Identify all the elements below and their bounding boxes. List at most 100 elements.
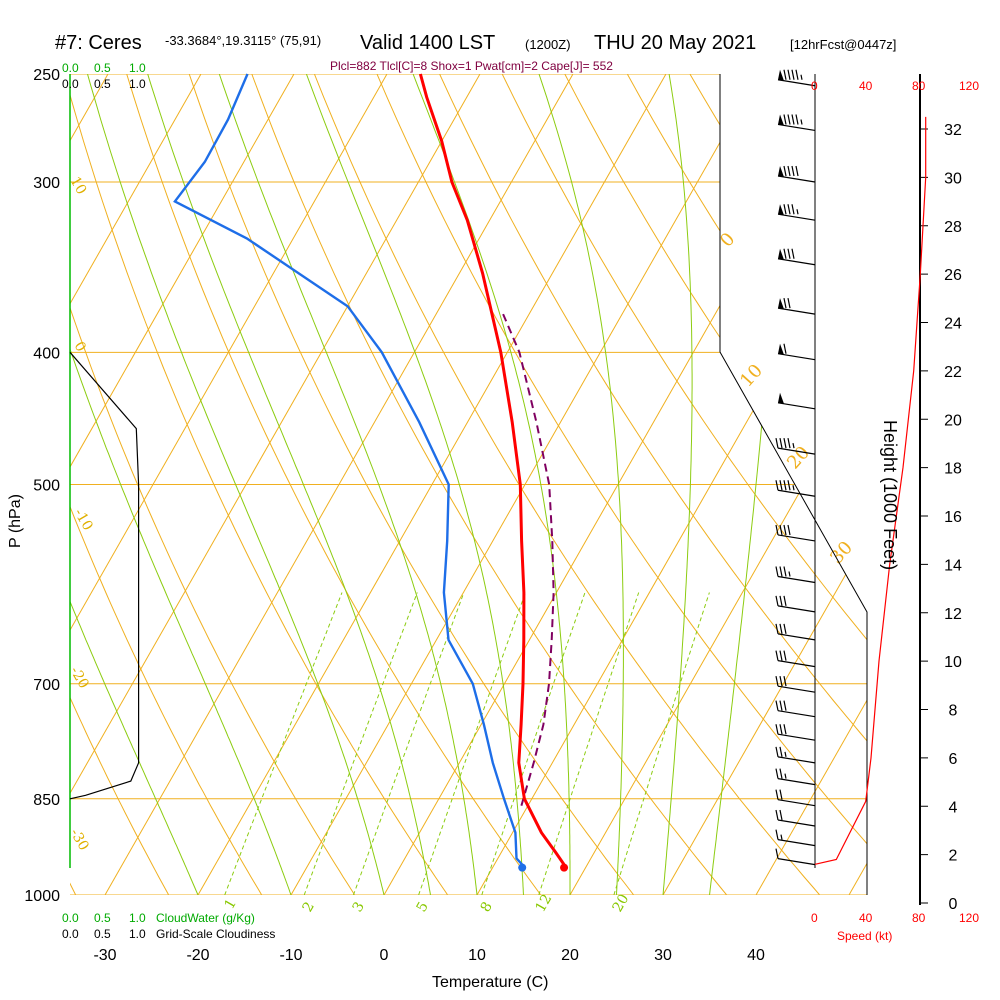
wind-barb-flag bbox=[787, 165, 791, 177]
wind-barb bbox=[775, 829, 816, 847]
wind-barb bbox=[775, 809, 816, 827]
zulu-time: (1200Z) bbox=[525, 37, 571, 52]
wind-barb bbox=[775, 524, 816, 542]
forecast-label: [12hrFcst@0447z] bbox=[790, 37, 896, 52]
wind-barb-flag bbox=[795, 114, 799, 125]
grid-layer bbox=[0, 74, 1000, 895]
wind-barb-shaft bbox=[777, 79, 816, 87]
diagram-boundary bbox=[719, 74, 868, 895]
height-tick-label: 8 bbox=[949, 703, 958, 720]
pressure-tick-label: 850 bbox=[33, 792, 60, 809]
mixing-ratio-label: 8 bbox=[478, 899, 496, 915]
wind-barb bbox=[775, 848, 816, 866]
wind-barb-shaft bbox=[777, 353, 816, 361]
temperature-tick-label: -10 bbox=[279, 947, 302, 964]
wind-barb-pennant bbox=[778, 248, 784, 260]
wind-barb-pennant bbox=[778, 343, 784, 355]
wind-barb-flag bbox=[783, 595, 787, 607]
wind-barb-flag bbox=[775, 524, 779, 536]
temperature-tick-label: 30 bbox=[654, 947, 672, 964]
wind-barb-shaft bbox=[777, 685, 816, 693]
wind-barb-flag bbox=[795, 165, 799, 177]
temperature-ticks: -30 -20 -10 0 10 20 30 40 bbox=[93, 947, 765, 964]
cloudiness-label: Grid-Scale Cloudiness bbox=[156, 927, 275, 941]
temperature-tick-label: 20 bbox=[561, 947, 579, 964]
wind-barb-flag bbox=[779, 809, 783, 821]
bottom-cl-tick-1: 0.5 bbox=[94, 927, 111, 941]
wind-barb bbox=[775, 650, 816, 668]
wind-barb-flag bbox=[787, 114, 791, 125]
pressure-tick-label: 700 bbox=[33, 677, 60, 694]
isotherm--60 bbox=[70, 74, 295, 895]
wind-barb-flag bbox=[791, 248, 795, 259]
wind-barb bbox=[775, 768, 816, 786]
speed-bottom-tick-0: 0 bbox=[811, 911, 818, 925]
pressure-tick-label: 300 bbox=[33, 175, 60, 192]
top-cl-tick-0: 0.0 bbox=[62, 77, 79, 91]
top-cl-tick-2: 1.0 bbox=[129, 77, 146, 91]
wind-barb bbox=[775, 566, 816, 584]
wind-barb-half-flag bbox=[780, 834, 783, 840]
mixing-ratio-2 bbox=[303, 592, 418, 895]
wind-barb-shaft bbox=[777, 258, 816, 266]
wind-barb-shaft bbox=[777, 778, 816, 786]
wind-barb-half-flag bbox=[796, 209, 799, 215]
wind-barb-flag bbox=[779, 524, 783, 536]
wind-barb-flag bbox=[783, 524, 787, 536]
wind-barb bbox=[777, 69, 816, 87]
wind-barb-flag bbox=[779, 700, 783, 711]
wind-barb-flag bbox=[787, 480, 791, 491]
temperature-tick-label: 40 bbox=[747, 947, 765, 964]
wind-barb-half-flag bbox=[800, 74, 803, 80]
height-tick-label: 20 bbox=[944, 412, 962, 429]
station-coords: -33.3684°,19.3115° (75,91) bbox=[165, 33, 321, 48]
sounding-indices: Plcl=882 Tlcl[C]=8 Shox=1 Pwat[cm]=2 Cap… bbox=[330, 59, 613, 73]
wind-barb-flag bbox=[775, 566, 779, 577]
mixing-ratio-5 bbox=[418, 592, 526, 895]
isotherm-label: 10 bbox=[67, 174, 90, 197]
wind-barb-shaft bbox=[777, 799, 816, 807]
surface-temperature-marker bbox=[560, 863, 569, 872]
wind-barb-half-flag bbox=[784, 751, 787, 757]
isotherm-60 bbox=[942, 74, 1000, 895]
temperature-line bbox=[418, 73, 566, 866]
height-tick-label: 0 bbox=[949, 896, 958, 913]
wind-barb-flag bbox=[779, 676, 783, 687]
wind-barb-flag bbox=[783, 566, 787, 577]
wind-barb-flag bbox=[791, 165, 795, 177]
wind-barb-flag bbox=[783, 724, 787, 735]
wind-barb-shaft bbox=[777, 839, 816, 847]
y-axis-label: P (hPa) bbox=[7, 494, 24, 548]
wind-barb-shaft bbox=[777, 307, 816, 315]
isotherm--90 bbox=[0, 74, 15, 895]
wind-barb-flag bbox=[787, 298, 791, 309]
wind-barb bbox=[777, 114, 816, 132]
wind-barb-flag bbox=[787, 248, 791, 259]
height-tick-label: 26 bbox=[944, 267, 962, 284]
wind-barb-shaft bbox=[777, 402, 816, 410]
mixing-ratio-label: 20 bbox=[610, 892, 633, 915]
wind-barb-flag bbox=[783, 676, 787, 687]
wind-barb-flag bbox=[787, 69, 791, 80]
isotherm--50 bbox=[70, 74, 388, 895]
wind-barb-pennant bbox=[778, 204, 784, 216]
speed-top-tick-2: 80 bbox=[912, 79, 926, 93]
dry-adiabat-label: 30 bbox=[826, 537, 857, 568]
wind-barb-flag bbox=[795, 69, 799, 80]
wind-barb-half-flag bbox=[792, 485, 795, 491]
wind-barb-shaft bbox=[777, 710, 816, 718]
wind-barb-shaft bbox=[777, 175, 816, 183]
temperature-tick-label: 10 bbox=[468, 947, 486, 964]
wind-barb-flag bbox=[775, 480, 779, 491]
wind-barb-flag bbox=[779, 746, 783, 757]
wind-barb-flag bbox=[775, 768, 779, 779]
wind-barb bbox=[775, 746, 816, 764]
wind-barb-shaft bbox=[777, 213, 816, 221]
wind-barb-shaft bbox=[777, 756, 816, 764]
wind-barb-shaft bbox=[777, 819, 816, 827]
isotherm-30 bbox=[662, 74, 867, 895]
wind-barb-flag bbox=[775, 700, 779, 711]
wind-barbs bbox=[775, 69, 816, 866]
